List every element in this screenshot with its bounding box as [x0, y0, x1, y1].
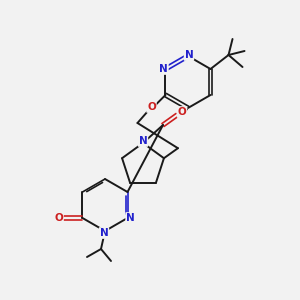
Text: O: O	[178, 107, 186, 117]
Text: N: N	[139, 136, 147, 146]
Text: O: O	[147, 102, 156, 112]
Text: N: N	[184, 50, 194, 60]
Text: N: N	[126, 213, 135, 223]
Text: O: O	[54, 213, 63, 223]
Text: N: N	[159, 64, 168, 74]
Text: N: N	[100, 228, 108, 238]
